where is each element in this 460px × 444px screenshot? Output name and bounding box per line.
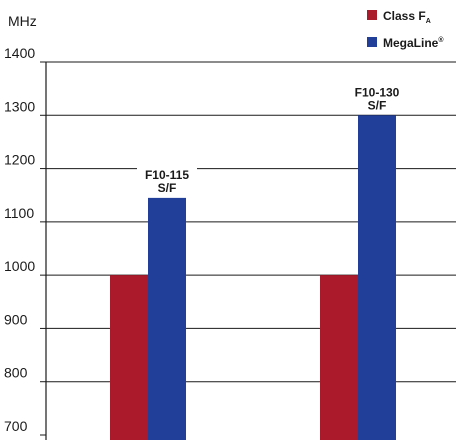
y-tick-label: 800 bbox=[4, 365, 28, 381]
category-label: F10-115 bbox=[145, 168, 189, 182]
bar-megaline-2 bbox=[358, 115, 396, 441]
bar-label-background bbox=[347, 83, 407, 114]
legend-label-megaline: MegaLine® bbox=[383, 36, 444, 50]
y-tick-label: 900 bbox=[4, 311, 28, 327]
bar-megaline-1 bbox=[148, 197, 186, 440]
y-tick-label: 1400 bbox=[4, 45, 35, 61]
y-tick-label: 1100 bbox=[4, 205, 34, 221]
y-axis-ticks: 700 800 900 1000 1100 1200 1300 1400 bbox=[4, 45, 46, 436]
category-label: F10-130 bbox=[355, 85, 400, 99]
category-label: S/F bbox=[158, 181, 177, 195]
legend-label-class-fa: Class FA bbox=[383, 9, 431, 25]
bar-class-fa-2 bbox=[320, 275, 358, 440]
y-tick-label: 700 bbox=[4, 418, 28, 434]
legend: Class FA MegaLine® bbox=[367, 9, 444, 50]
legend-swatch-megaline bbox=[367, 37, 377, 47]
y-tick-label: 1200 bbox=[4, 152, 35, 168]
legend-swatch-class-fa bbox=[367, 10, 377, 20]
y-tick-label: 1000 bbox=[4, 258, 35, 274]
bar-label-background bbox=[137, 165, 197, 196]
y-unit-label: MHz bbox=[8, 13, 37, 29]
y-tick-label: 1300 bbox=[4, 98, 35, 114]
bars bbox=[110, 115, 396, 441]
bar-class-fa-1 bbox=[110, 275, 148, 440]
category-label: S/F bbox=[368, 98, 387, 112]
